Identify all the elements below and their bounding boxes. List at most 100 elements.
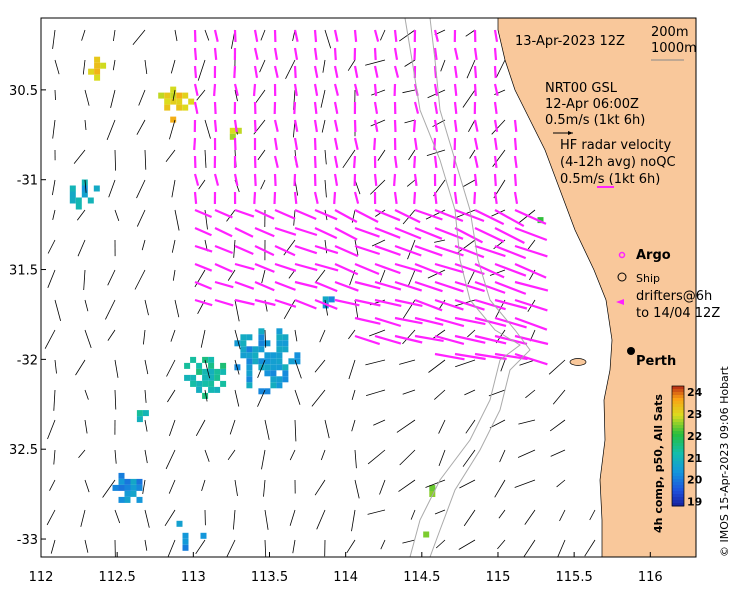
hf-arrow [513,155,518,169]
sst-pixel [246,334,253,341]
sst-pixel [208,356,215,363]
gsl-arrow [434,509,446,515]
colorbar-segment [672,473,684,477]
gsl-arrow [370,179,386,195]
gsl-arrow [321,119,326,133]
perth-marker [627,347,635,355]
gsl-arrow [365,389,386,396]
drifters-line1: drifters@6h [636,289,712,304]
hf-arrow [374,298,402,307]
sst-pixel [170,86,177,93]
colorbar-segment [672,392,684,396]
sst-pixel [170,116,177,123]
hf-arrow [274,280,296,291]
sst-pixel [176,98,183,105]
gsl-arrow [257,389,266,407]
gsl-arrow [257,149,266,161]
hf-arrow [473,119,479,132]
sst-pixel [164,92,171,99]
gsl-arrow [113,29,116,42]
gsl-arrow [200,329,206,348]
gsl-arrow [264,329,267,348]
hf-arrow [413,101,420,114]
gsl-arrow [294,389,301,405]
gsl-arrow [524,509,536,525]
hf-arrow [214,298,234,307]
hf-arrow [254,245,275,257]
gsl-arrow [168,479,176,494]
sst-pixel [246,376,253,383]
gsl-arrow [114,509,121,524]
hf-arrow [213,47,218,61]
sst-pixel [124,490,131,497]
colorbar-title: 4h comp, p50, All Sats [652,394,665,533]
hf-arrow [494,262,527,277]
hf-arrow [494,209,525,228]
gsl-arrow [170,59,176,74]
sst-pixel [182,532,189,539]
hf-arrow [234,227,254,238]
hf-arrow [474,244,506,258]
gsl-arrow [320,89,326,108]
sst-pixel [69,185,76,192]
gsl-arrow [324,419,330,439]
gsl-arrow [171,179,176,198]
hf-arrow [214,227,233,238]
sst-pixel [282,334,289,341]
gsl-arrow [204,119,211,139]
hf-arrow [433,155,438,169]
hf-arrow [334,244,359,258]
sst-pixel [196,368,203,375]
hf-arrow [294,262,318,272]
sst-pixel [276,358,283,365]
sst-pixel [282,346,289,353]
hf-arrow [213,173,220,186]
gsl-arrow [84,389,89,400]
gsl-arrow [348,359,356,380]
hf-arrow [454,227,484,244]
hf-arrow [414,316,444,326]
hf-arrow [412,119,417,133]
hf-arrow [414,280,443,293]
sst-pixel [282,376,289,383]
gsl-arrow [172,89,176,101]
gsl-arrow [548,359,566,375]
gsl-arrow [233,509,236,530]
gsl-arrow [556,479,566,488]
sst-pixel [276,352,283,359]
colorbar-segment [672,449,684,453]
gsl-arrow [288,269,296,279]
gsl-arrow [169,119,176,140]
drifters-line2: to 14/04 12Z [636,306,720,321]
colorbar-segment [672,461,684,465]
gsl-arrow [292,539,296,554]
sst-pixel [208,386,215,393]
hf-line3: 0.5m/s (1kt 6h) [560,172,660,187]
gsl-arrow [136,179,146,199]
sst-pixel [100,62,107,69]
colorbar-segment [672,416,684,420]
hf-arrow [374,208,401,222]
hf-arrow [514,226,548,242]
gsl-arrow [440,59,446,72]
gsl-arrow [204,29,210,41]
hf-arrow [493,119,499,132]
hf-arrow [474,280,506,294]
sst-pixel [75,203,82,210]
gsl-line1: NRT00 GSL [545,81,618,96]
gsl-arrow [294,329,298,342]
gsl-arrow [260,29,266,41]
hf-arrow [513,137,518,151]
x-tick-label: 112.5 [99,570,136,585]
gsl-arrow [406,179,416,187]
hf-arrow [454,244,485,259]
hf-radar-arrows [193,29,549,366]
colorbar-segment [672,476,684,480]
gsl-arrow [322,59,326,73]
hf-arrow [293,137,299,150]
gsl-arrow [47,239,56,254]
gsl-arrow [514,479,536,488]
gsl-arrow [354,179,361,195]
gsl-arrow [194,269,206,288]
hf-arrow [293,47,299,60]
